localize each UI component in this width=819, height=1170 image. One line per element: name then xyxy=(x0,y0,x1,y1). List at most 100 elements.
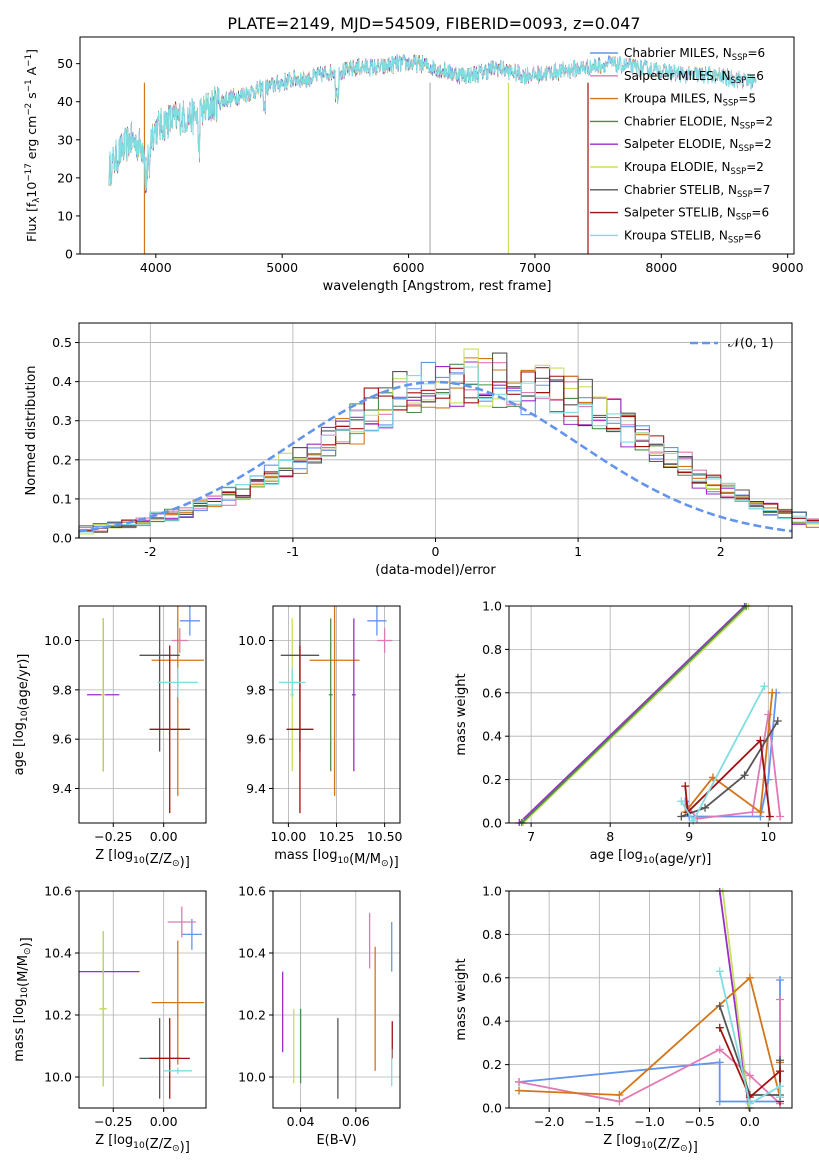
label-part: )] xyxy=(688,1140,698,1155)
label-part: )] xyxy=(180,855,190,870)
x-axis-label: Z [log10(Z/Z⊙)] xyxy=(95,848,190,870)
x-tick-label: 7000 xyxy=(519,260,551,275)
label-part: E(B-V) xyxy=(316,1133,356,1148)
series-marker xyxy=(775,1067,784,1076)
errorbar-chabrier-miles xyxy=(367,606,387,636)
series-marker xyxy=(715,1002,724,1011)
series-marker xyxy=(715,1058,724,1067)
label-part: ] xyxy=(24,49,39,54)
legend-tail: =5 xyxy=(738,92,756,106)
label-sub: 10 xyxy=(133,856,145,866)
legend-text: Kroupa STELIB, N xyxy=(624,228,728,242)
x-tick-label: 0 xyxy=(432,544,440,559)
x-tick-label: 9000 xyxy=(772,260,804,275)
series-line-salpeter-elodie xyxy=(718,890,750,1109)
legend-text: Kroupa ELODIE, N xyxy=(624,160,731,174)
y-tick-label: 0.2 xyxy=(52,452,72,467)
y-tick-label: 9.8 xyxy=(246,682,266,697)
series-marker xyxy=(715,967,724,976)
age-vs-mass-panel: 10.00 10.25 10.50 9.4 9.6 9.8 10.0 mass [log10(… xyxy=(238,605,403,870)
label-part: Z [ xyxy=(95,1133,113,1148)
series-marker xyxy=(715,1023,724,1032)
legend-label: Salpeter MILES, NSSP=6 xyxy=(624,69,764,85)
label-part: log xyxy=(12,722,27,742)
series-line-kroupa-elodie xyxy=(522,605,750,824)
x-axis-label: Z [log10(Z/Z⊙)] xyxy=(95,1133,190,1155)
label-part: log xyxy=(113,848,133,863)
x-axis-label: age [log10(age/yr)] xyxy=(590,848,712,867)
errorbar-salpeter-stelib xyxy=(149,1018,190,1099)
errorbar-kroupa-stelib xyxy=(163,1067,192,1074)
errorbar-points xyxy=(282,912,393,1099)
mass-weight-vs-metallicity-panel: −2.0 −1.5 −1.0 −0.5 0.0 0.0 0.2 0.4 0.6 0.8 1.0 Z [… xyxy=(454,884,793,1155)
label-sub: 10 xyxy=(643,856,655,866)
y-tick-label: 0.2 xyxy=(482,772,502,787)
legend-tail: =6 xyxy=(751,206,769,220)
label-part: wavelength [Angstrom, rest frame] xyxy=(323,279,552,294)
legend-text: Chabrier MILES, N xyxy=(624,46,732,60)
series-marker xyxy=(681,782,690,791)
series-marker xyxy=(765,812,774,821)
y-tick-label: 10.6 xyxy=(238,884,266,899)
axes-frame xyxy=(508,890,793,1109)
label-part: 10 xyxy=(24,182,39,198)
axes-frame xyxy=(272,890,401,1109)
label-part: A xyxy=(24,66,39,79)
label-part: mass [ xyxy=(12,1018,27,1061)
y-tick-label: 0.8 xyxy=(482,642,502,657)
series-marker xyxy=(775,975,784,984)
errorbar-points xyxy=(278,606,393,814)
legend-sub: SSP xyxy=(728,234,744,244)
label-part: −2 xyxy=(24,103,34,116)
x-tick-label: −2.0 xyxy=(534,1114,564,1129)
errorbar-kroupa-stelib xyxy=(157,667,198,698)
series-marker xyxy=(775,995,784,1004)
y-axis-label: mass weight xyxy=(454,958,469,1040)
label-part: Z [ xyxy=(603,1133,621,1148)
label-part: λ xyxy=(32,198,42,203)
y-tick-label: 0 xyxy=(65,247,73,262)
y-tick-label: 50 xyxy=(57,56,73,71)
x-tick-label: 10.25 xyxy=(319,829,355,844)
errorbar-kroupa-miles xyxy=(151,606,204,796)
y-tick-label: 0.3 xyxy=(52,413,72,428)
label-part: (Z/Z xyxy=(145,852,172,867)
legend-label: 𝒩(0, 1) xyxy=(728,335,774,350)
label-part: log xyxy=(623,848,643,863)
label-sub: 10 xyxy=(133,1141,145,1151)
legend-label: Salpeter STELIB, NSSP=6 xyxy=(624,206,769,222)
series-marker xyxy=(773,717,782,726)
x-axis-label: (data-model)/error xyxy=(375,563,496,578)
x-axis-label: wavelength [Angstrom, rest frame] xyxy=(323,279,552,294)
y-tick-label: 0.0 xyxy=(52,531,72,546)
y-axis-label: age [log10(age/yr)] xyxy=(12,654,31,776)
errorbar-points xyxy=(79,906,204,1099)
label-part: (data-model)/error xyxy=(375,563,496,578)
errorbar-salpeter-stelib xyxy=(149,645,190,814)
y-tick-label: 0.6 xyxy=(482,685,502,700)
spectrum-plot xyxy=(108,53,757,254)
label-part: Z [ xyxy=(95,848,113,863)
figure-title: PLATE=2149, MJD=54509, FIBERID=0093, z=0… xyxy=(227,14,640,33)
x-tick-label: 4000 xyxy=(140,260,172,275)
label-part: (M/M xyxy=(349,852,381,867)
label-part: log xyxy=(621,1133,641,1148)
y-tick-label: 10.2 xyxy=(44,1008,72,1023)
x-tick-label: 7 xyxy=(527,829,535,844)
label-part: mass weight xyxy=(454,673,469,755)
x-tick-label: −1.5 xyxy=(584,1114,614,1129)
series-line-chabrier-elodie xyxy=(520,605,747,824)
errorbar-chabrier-miles xyxy=(179,606,200,636)
series-marker xyxy=(740,771,749,780)
label-part: (age/yr)] xyxy=(654,852,711,867)
label-sub: ⊙ xyxy=(172,1144,180,1154)
label-part: )] xyxy=(180,1140,190,1155)
x-tick-label: 6000 xyxy=(393,260,425,275)
label-sub: 10 xyxy=(641,1141,653,1151)
y-tick-label: 10.0 xyxy=(44,633,72,648)
label-part: (age/yr)] xyxy=(16,654,31,711)
errorbar-kroupa-elodie xyxy=(99,931,108,1087)
series-marker xyxy=(760,682,769,691)
